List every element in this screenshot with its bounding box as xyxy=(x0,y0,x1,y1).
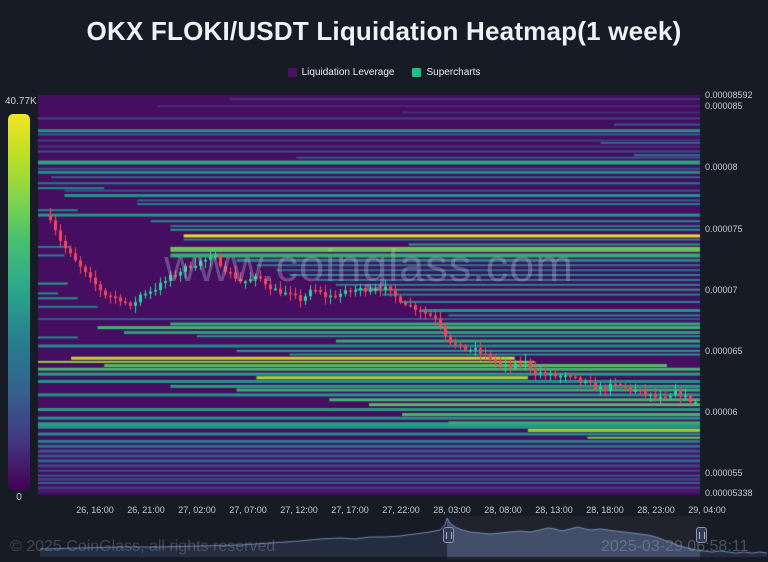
x-axis-label: 29, 04:00 xyxy=(688,505,726,515)
y-axis-label: 0.00005338 xyxy=(705,488,753,498)
legend-item-liquidation-leverage[interactable]: Liquidation Leverage xyxy=(287,67,395,78)
x-axis-label: 27, 12:00 xyxy=(280,505,318,515)
colorbar-gradient xyxy=(8,114,30,490)
colorbar-max-label: 40.77K xyxy=(5,96,37,107)
y-axis-label: 0.00008 xyxy=(705,162,738,173)
footer-copyright: © 2025 CoinGlass, all rights reserved xyxy=(10,538,276,555)
navigator-handle-right[interactable] xyxy=(696,527,707,543)
y-axis-label: 0.000055 xyxy=(705,468,743,479)
x-axis-label: 28, 03:00 xyxy=(433,505,471,515)
x-axis-label: 28, 18:00 xyxy=(586,505,624,515)
footer-timestamp: 2025-03-29 06:58:11 xyxy=(601,538,749,555)
x-axis-label: 27, 17:00 xyxy=(331,505,369,515)
y-axis-label: 0.000065 xyxy=(705,345,743,356)
colorbar-min-label: 0 xyxy=(16,492,22,503)
x-axis-label: 28, 23:00 xyxy=(637,505,675,515)
x-axis-label: 26, 21:00 xyxy=(127,505,165,515)
x-axis-label: 27, 07:00 xyxy=(229,505,267,515)
legend-label: Supercharts xyxy=(426,67,481,78)
y-axis-label: 0.00007 xyxy=(705,284,738,295)
x-axis-label: 28, 08:00 xyxy=(484,505,522,515)
x-axis-label: 27, 02:00 xyxy=(178,505,216,515)
chart-title: OKX FLOKI/USDT Liquidation Heatmap(1 wee… xyxy=(86,16,682,46)
navigator-handle-left[interactable] xyxy=(443,527,454,543)
legend-item-supercharts[interactable]: Supercharts xyxy=(412,67,480,78)
x-axis-label: 27, 22:00 xyxy=(382,505,420,515)
legend-swatch-purple-icon xyxy=(287,68,297,77)
legend-swatch-green-icon xyxy=(412,68,422,77)
legend: Liquidation Leverage Supercharts xyxy=(0,67,768,78)
y-axis-label: 0.00008592 xyxy=(705,90,753,100)
y-axis-label: 0.000075 xyxy=(705,223,743,234)
y-axis-label: 0.000085 xyxy=(705,101,743,112)
x-axis-label: 28, 13:00 xyxy=(535,505,573,515)
y-axis-label: 0.00006 xyxy=(705,407,738,418)
x-axis-label: 26, 16:00 xyxy=(76,505,114,515)
legend-label: Liquidation Leverage xyxy=(301,67,395,78)
